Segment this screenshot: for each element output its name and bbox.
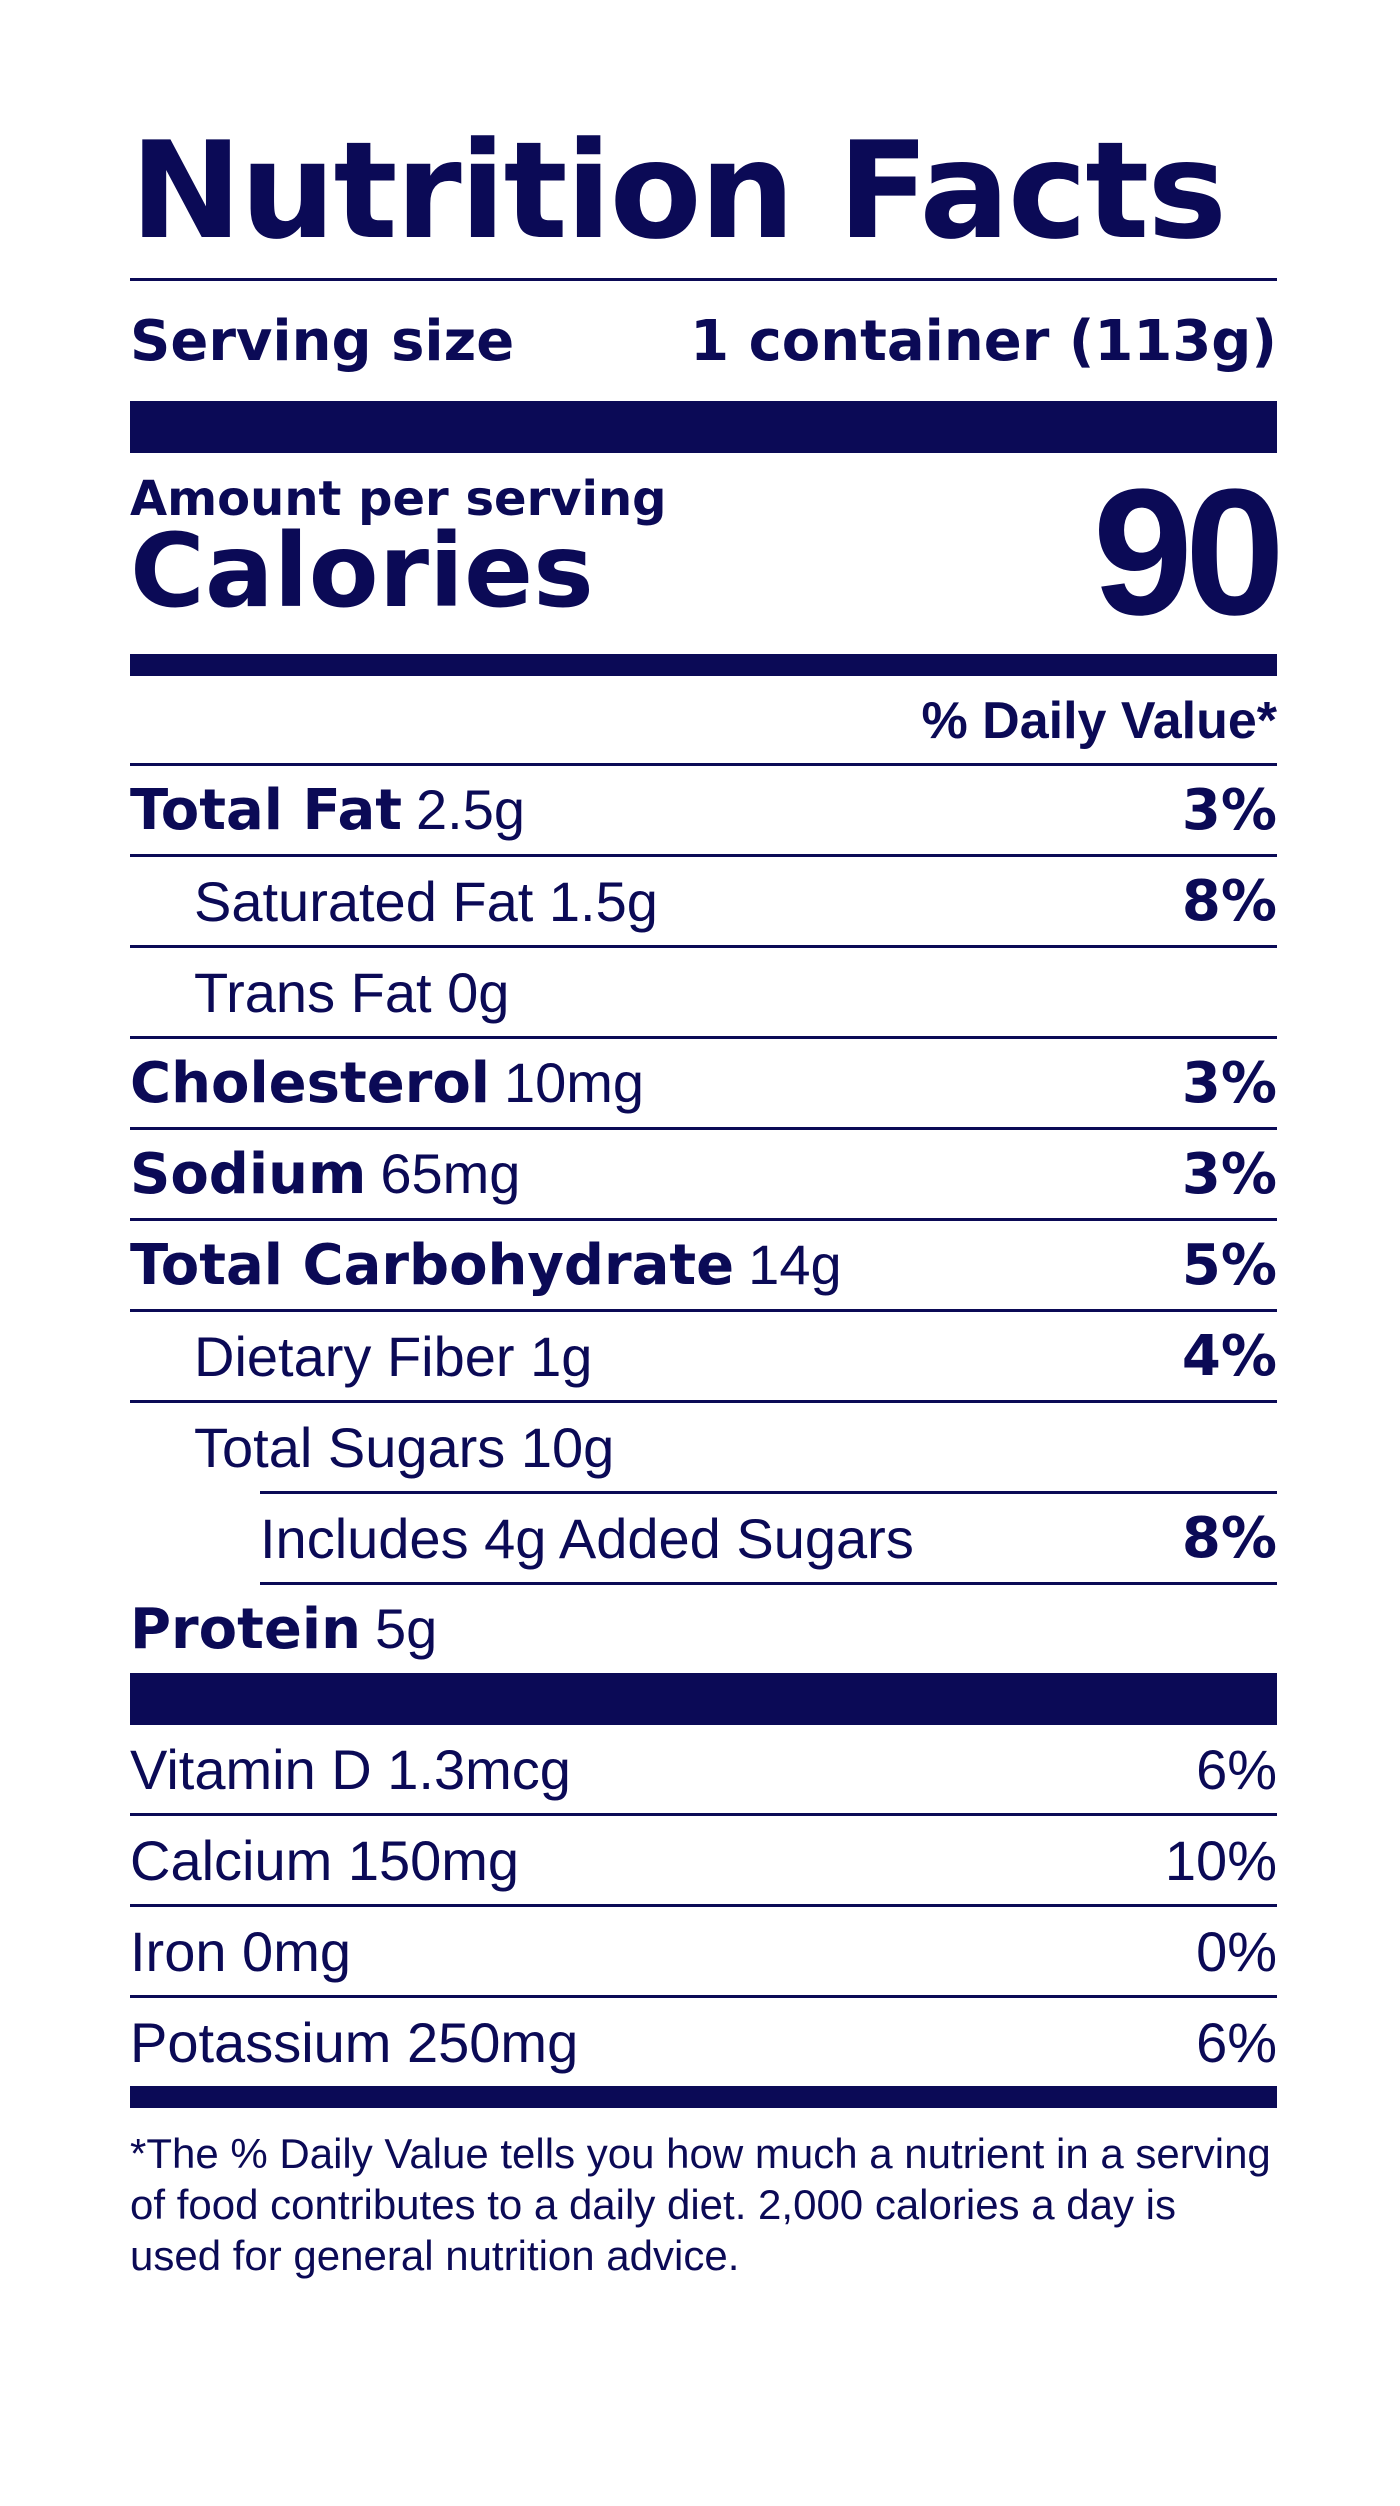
vitamin-row-vitamin-d: Vitamin D 1.3mcg 6% <box>130 1725 1277 1813</box>
divider <box>130 1995 1277 1998</box>
nutrient-row-added-sugars: Includes 4g Added Sugars 8% <box>130 1494 1277 1582</box>
vitamin-row-potassium: Potassium 250mg 6% <box>130 1998 1277 2086</box>
nutrient-daily-value: 3% <box>1181 1050 1277 1116</box>
label-title: Nutrition Facts <box>130 113 1227 269</box>
calories-label: Calories <box>130 512 594 631</box>
nutrient-amount: 10mg <box>503 1051 645 1114</box>
medium-divider <box>130 654 1277 676</box>
divider <box>130 1218 1277 1221</box>
vitamin-name: Iron 0mg <box>130 1919 351 1983</box>
vitamin-name: Vitamin D 1.3mcg <box>130 1737 571 1801</box>
nutrient-name: Protein <box>130 1597 361 1662</box>
nutrient-amount: 2.5g <box>416 778 526 841</box>
nutrient-row-protein: Protein 5g <box>130 1585 1277 1673</box>
nutrient-row-total-fat: Total Fat 2.5g 3% <box>130 766 1277 854</box>
nutrient-row-saturated-fat: Saturated Fat 1.5g 8% <box>130 857 1277 945</box>
divider <box>260 1491 1277 1494</box>
divider <box>130 854 1277 857</box>
nutrient-amount: 14g <box>748 1233 842 1296</box>
divider <box>130 1127 1277 1130</box>
nutrient-row-cholesterol: Cholesterol 10mg 3% <box>130 1039 1277 1127</box>
vitamin-daily-value: 0% <box>1196 1919 1277 1983</box>
nutrient-row-dietary-fiber: Dietary Fiber 1g 4% <box>130 1312 1277 1400</box>
nutrient-amount: 5g <box>374 1597 438 1660</box>
nutrient-name: Includes 4g Added Sugars <box>260 1506 914 1570</box>
nutrient-daily-value: 3% <box>1181 1141 1277 1207</box>
nutrient-daily-value: 5% <box>1181 1232 1277 1298</box>
nutrient-name: Cholesterol <box>130 1051 490 1116</box>
nutrient-name: Total Fat <box>130 778 403 843</box>
daily-value-header: % Daily Value* <box>921 691 1277 750</box>
divider <box>130 1813 1277 1816</box>
divider <box>130 1904 1277 1907</box>
divider <box>130 1309 1277 1312</box>
nutrient-row-trans-fat: Trans Fat 0g <box>130 948 1277 1036</box>
vitamin-daily-value: 10% <box>1164 1828 1277 1892</box>
vitamin-name: Calcium 150mg <box>130 1828 520 1892</box>
thick-divider <box>130 1673 1277 1725</box>
nutrient-name: Saturated Fat 1.5g <box>194 869 658 933</box>
vitamin-row-iron: Iron 0mg 0% <box>130 1907 1277 1995</box>
vitamin-daily-value: 6% <box>1196 1737 1277 1801</box>
daily-value-footnote: *The % Daily Value tells you how much a … <box>130 2130 1271 2279</box>
serving-size-row: Serving size 1 container (113g) <box>130 281 1277 401</box>
nutrient-amount: 65mg <box>380 1142 521 1205</box>
nutrient-name: Total Carbohydrate <box>130 1233 735 1298</box>
nutrition-facts-label: Nutrition Facts Serving size 1 container… <box>130 113 1285 2281</box>
divider <box>130 1036 1277 1039</box>
nutrient-name: Dietary Fiber 1g <box>194 1324 593 1388</box>
nutrient-daily-value: 4% <box>1181 1323 1277 1389</box>
nutrient-daily-value: 8% <box>1181 868 1277 934</box>
nutrient-name: Sodium <box>130 1142 367 1207</box>
nutrient-daily-value: 8% <box>1181 1505 1277 1571</box>
vitamin-row-calcium: Calcium 150mg 10% <box>130 1816 1277 1904</box>
vitamin-daily-value: 6% <box>1196 2010 1277 2074</box>
divider <box>130 763 1277 766</box>
divider <box>130 945 1277 948</box>
nutrient-row-total-sugars: Total Sugars 10g <box>130 1403 1277 1491</box>
calories-value: 90 <box>1092 452 1285 653</box>
nutrient-row-total-carbohydrate: Total Carbohydrate 14g 5% <box>130 1221 1277 1309</box>
nutrient-name: Trans Fat 0g <box>194 960 510 1024</box>
medium-divider <box>130 2086 1277 2108</box>
serving-size-label: Serving size <box>130 308 515 374</box>
thick-divider <box>130 401 1277 453</box>
divider <box>130 278 1277 281</box>
nutrient-row-sodium: Sodium 65mg 3% <box>130 1130 1277 1218</box>
vitamin-name: Potassium 250mg <box>130 2010 579 2074</box>
calories-block: Amount per serving Calories 90 <box>130 452 1285 654</box>
nutrient-daily-value: 3% <box>1181 777 1277 843</box>
divider <box>260 1582 1277 1585</box>
nutrient-name: Total Sugars 10g <box>194 1415 615 1479</box>
serving-size-value: 1 container (113g) <box>690 308 1277 374</box>
divider <box>130 1400 1277 1403</box>
amount-per-serving-label: Amount per serving <box>130 471 667 527</box>
